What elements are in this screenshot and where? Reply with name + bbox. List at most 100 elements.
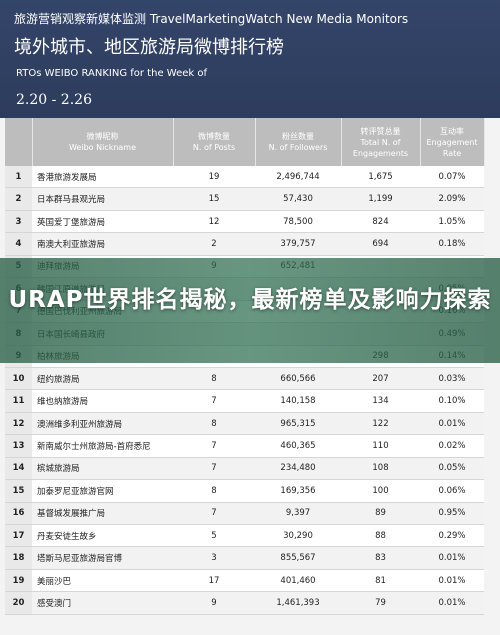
cell-rate: 1.05% (420, 210, 484, 234)
cell-rank: 11 (5, 389, 32, 413)
headline-text: URAP世界排名揭秘，最新榜单及影响力探索 (8, 287, 492, 313)
table-row: 17 丹麦安徒生故乡 5 30,290 88 0.29% (5, 524, 484, 548)
cell-followers: 2,496,744 (255, 166, 341, 189)
cell-posts: 3 (173, 546, 255, 570)
ranking-header: 旅游营销观察新媒体监测 TravelMarketingWatch New Med… (0, 0, 500, 118)
cell-rate: 0.07% (420, 166, 484, 189)
cell-name: 槟城旅游局 (32, 457, 173, 481)
cell-rate: 0.10% (420, 389, 484, 413)
cell-posts: 7 (173, 434, 255, 458)
cell-posts: 12 (173, 210, 255, 234)
cell-engagements: 108 (341, 457, 420, 481)
cell-rank: 18 (5, 546, 32, 570)
table-row: 2 日本群马县观光局 15 57,430 1,199 2.09% (5, 187, 484, 211)
table-row: 1 香港旅游发展局 19 2,496,744 1,675 0.07% (5, 166, 484, 189)
cell-name: 南澳大利亚旅游局 (32, 232, 173, 256)
cell-followers: 169,356 (255, 479, 341, 503)
cell-engagements: 134 (341, 389, 420, 413)
cell-rank: 10 (5, 367, 32, 391)
cell-rank: 2 (5, 187, 32, 211)
col-rank-header (5, 118, 33, 166)
ranking-subtitle: RTOs WEIBO RANKING for the Week of (16, 68, 207, 79)
cell-posts: 15 (173, 187, 255, 211)
cell-engagements: 207 (341, 367, 420, 391)
cell-followers: 57,430 (255, 187, 341, 211)
source-line: 旅游营销观察新媒体监测 TravelMarketingWatch New Med… (14, 12, 409, 26)
table-header-row: 微博昵称 Weibo Nickname 微博数量 N. of Posts 粉丝数量 N… (5, 118, 485, 166)
table-row: 12 澳洲维多利亚州旅游局 8 965,315 122 0.01% (5, 412, 484, 436)
cell-posts: 2 (173, 232, 255, 256)
cell-posts: 17 (173, 569, 255, 593)
week-date-range: 2.20 - 2.26 (16, 92, 92, 108)
cell-rate: 0.01% (420, 546, 484, 570)
cell-posts: 8 (173, 367, 255, 391)
cell-rank: 3 (5, 210, 32, 234)
cell-rate: 0.06% (420, 479, 484, 503)
cell-rate: 0.03% (420, 367, 484, 391)
table-row: 16 基督城发展推广局 7 9,397 89 0.95% (5, 502, 484, 526)
cell-engagements: 122 (341, 412, 420, 436)
cell-name: 美丽沙巴 (32, 569, 173, 593)
cell-followers: 855,567 (255, 546, 341, 570)
cell-posts: 8 (173, 479, 255, 503)
table-row: 15 加泰罗尼亚旅游官网 8 169,356 100 0.06% (5, 479, 484, 503)
cell-rate: 0.01% (420, 591, 484, 615)
cell-engagements: 83 (341, 546, 420, 570)
headline-banner (0, 258, 500, 363)
cell-followers: 401,460 (255, 569, 341, 593)
cell-rate: 0.18% (420, 232, 484, 256)
cell-name: 澳洲维多利亚州旅游局 (32, 412, 173, 436)
cell-name: 丹麦安徒生故乡 (32, 524, 173, 548)
table-row: 10 纽约旅游局 8 660,566 207 0.03% (5, 367, 484, 391)
col-engagements-header: 转评赞总量 Total N. of Engagements (341, 118, 421, 166)
table-row: 19 美丽沙巴 17 401,460 81 0.01% (5, 569, 484, 593)
cell-engagements: 79 (341, 591, 420, 615)
cell-engagements: 100 (341, 479, 420, 503)
cell-followers: 660,566 (255, 367, 341, 391)
cell-name: 香港旅游发展局 (32, 166, 173, 189)
table-row: 14 槟城旅游局 7 234,480 108 0.05% (5, 457, 484, 481)
ranking-table-container: 微博昵称 Weibo Nickname 微博数量 N. of Posts 粉丝数量 N… (0, 118, 500, 635)
cell-name: 基督城发展推广局 (32, 502, 173, 526)
cell-followers: 78,500 (255, 210, 341, 234)
cell-engagements: 89 (341, 502, 420, 526)
cell-engagements: 1,199 (341, 187, 420, 211)
cell-followers: 1,461,393 (255, 591, 341, 615)
cell-posts: 8 (173, 412, 255, 436)
ranking-table: 微博昵称 Weibo Nickname 微博数量 N. of Posts 粉丝数量 N… (5, 118, 485, 615)
cell-name: 纽约旅游局 (32, 367, 173, 391)
col-rate-header: 互动率 Engagement Rate (420, 118, 485, 166)
cell-rate: 0.29% (420, 524, 484, 548)
table-row: 4 南澳大利亚旅游局 2 379,757 694 0.18% (5, 232, 484, 256)
cell-followers: 9,397 (255, 502, 341, 526)
col-followers-header: 粉丝数量 N. of Followers (255, 118, 342, 166)
cell-rate: 0.05% (420, 457, 484, 481)
cell-rank: 19 (5, 569, 32, 593)
cell-engagements: 824 (341, 210, 420, 234)
table-row: 18 塔斯马尼亚旅游局官博 3 855,567 83 0.01% (5, 546, 484, 570)
cell-rank: 4 (5, 232, 32, 256)
cell-rate: 2.09% (420, 187, 484, 211)
cell-rank: 16 (5, 502, 32, 526)
cell-rank: 14 (5, 457, 32, 481)
table-row: 11 维也纳旅游局 7 140,158 134 0.10% (5, 389, 484, 413)
cell-rank: 12 (5, 412, 32, 436)
cell-engagements: 110 (341, 434, 420, 458)
cell-posts: 7 (173, 457, 255, 481)
table-row: 3 英国爱丁堡旅游局 12 78,500 824 1.05% (5, 210, 484, 234)
cell-rank: 17 (5, 524, 32, 548)
cell-followers: 30,290 (255, 524, 341, 548)
cell-posts: 7 (173, 502, 255, 526)
cell-rate: 0.95% (420, 502, 484, 526)
cell-name: 塔斯马尼亚旅游局官博 (32, 546, 173, 570)
cell-followers: 965,315 (255, 412, 341, 436)
cell-rank: 13 (5, 434, 32, 458)
cell-name: 感受澳门 (32, 591, 173, 615)
cell-engagements: 88 (341, 524, 420, 548)
table-row: 13 新南威尔士州旅游局-首府悉尼 7 460,365 110 0.02% (5, 434, 484, 458)
cell-engagements: 81 (341, 569, 420, 593)
cell-rank: 15 (5, 479, 32, 503)
cell-posts: 9 (173, 591, 255, 615)
cell-rate: 0.01% (420, 412, 484, 436)
